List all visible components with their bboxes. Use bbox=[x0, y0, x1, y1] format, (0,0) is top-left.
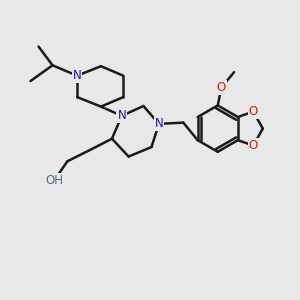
Text: O: O bbox=[217, 81, 226, 94]
Text: N: N bbox=[73, 69, 82, 82]
Text: N: N bbox=[154, 117, 163, 130]
Text: O: O bbox=[249, 139, 258, 152]
Text: O: O bbox=[249, 105, 258, 118]
Text: OH: OH bbox=[45, 174, 63, 187]
Text: N: N bbox=[117, 109, 126, 122]
